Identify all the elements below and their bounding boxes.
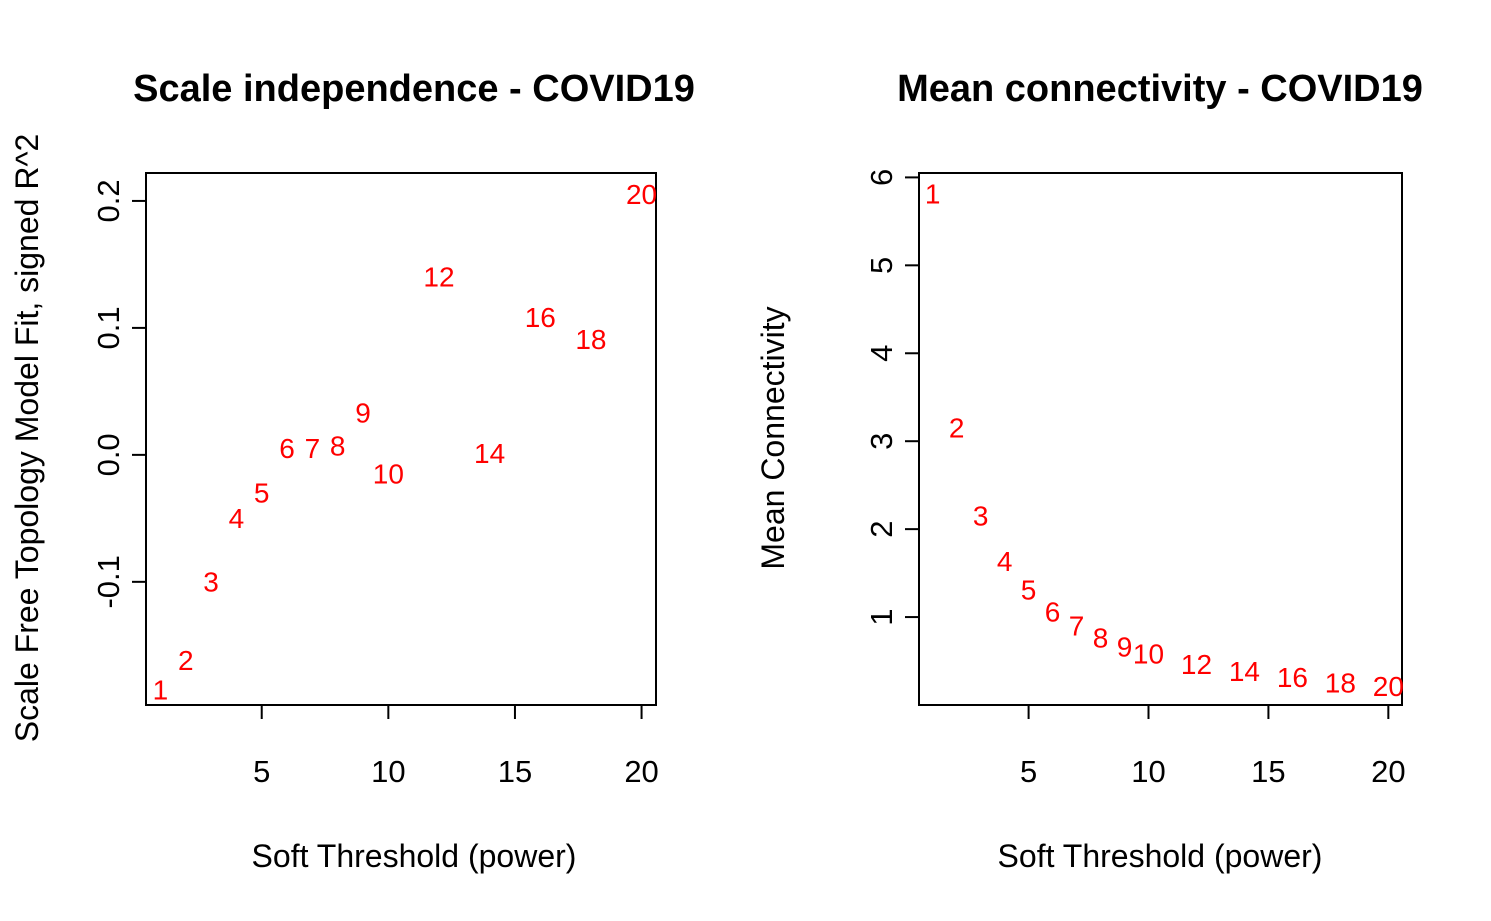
x-axis: 5 10 15 20 <box>253 704 659 789</box>
data-point-label: 18 <box>1325 668 1356 699</box>
data-point-label: 1 <box>153 674 169 705</box>
y-tick-label: -0.1 <box>91 555 126 608</box>
y-axis: -0.1 0.0 0.1 0.2 <box>91 179 147 609</box>
x-tick-label: 10 <box>371 754 405 789</box>
data-point-label: 1 <box>925 179 941 210</box>
data-point-label: 6 <box>279 433 295 464</box>
data-point-label: 7 <box>305 433 321 464</box>
x-tick-label: 10 <box>1131 754 1165 789</box>
data-point-label: 8 <box>1093 623 1109 654</box>
data-point-label: 20 <box>626 179 657 210</box>
data-point-label: 5 <box>1021 574 1037 605</box>
data-point-label: 2 <box>178 645 194 676</box>
x-tick-label: 20 <box>1371 754 1405 789</box>
data-point-label: 10 <box>1133 638 1164 669</box>
data-point-label: 8 <box>330 430 346 461</box>
y-tick-label: 5 <box>864 257 899 274</box>
data-point-label: 12 <box>1181 649 1212 680</box>
y-tick-label: 6 <box>864 169 899 186</box>
data-point-label: 18 <box>575 324 606 355</box>
data-point-label: 16 <box>1277 662 1308 693</box>
y-axis: 1 2 3 4 5 6 <box>864 169 920 626</box>
chart-title: Scale independence - COVID19 <box>133 68 695 110</box>
scale-independence-panel: Scale independence - COVID19 Soft Thresh… <box>9 68 695 874</box>
x-tick-label: 15 <box>498 754 532 789</box>
y-tick-label: 0.0 <box>91 433 126 476</box>
chart-title: Mean connectivity - COVID19 <box>897 68 1423 110</box>
data-point-label: 9 <box>355 397 371 428</box>
data-point-label: 14 <box>1229 656 1260 687</box>
data-point-label: 4 <box>997 546 1013 577</box>
x-tick-label: 15 <box>1251 754 1285 789</box>
x-tick-label: 5 <box>1020 754 1037 789</box>
data-point-label: 3 <box>973 500 989 531</box>
x-axis: 5 10 15 20 <box>1020 704 1406 789</box>
plot-frame <box>918 172 1403 706</box>
data-point-label: 9 <box>1117 631 1133 662</box>
data-point-label: 20 <box>1373 671 1404 702</box>
y-tick-label: 1 <box>864 608 899 625</box>
y-tick-label: 2 <box>864 521 899 538</box>
data-point-label: 5 <box>254 477 270 508</box>
x-axis-label: Soft Threshold (power) <box>998 838 1323 874</box>
data-point-label: 12 <box>423 262 454 293</box>
x-tick-label: 20 <box>624 754 658 789</box>
x-tick-label: 5 <box>253 754 270 789</box>
mean-connectivity-panel: Mean connectivity - COVID19 Soft Thresho… <box>755 68 1423 874</box>
data-point-label: 4 <box>229 503 245 534</box>
data-point-label: 10 <box>373 458 404 489</box>
plot-frame <box>145 172 657 706</box>
data-point-label: 7 <box>1069 610 1085 641</box>
x-axis-label: Soft Threshold (power) <box>252 838 577 874</box>
y-axis-label: Mean Connectivity <box>755 306 791 569</box>
data-point-label: 6 <box>1045 596 1061 627</box>
data-point-label: 3 <box>203 566 219 597</box>
data-point-label: 14 <box>474 438 505 469</box>
y-tick-label: 0.2 <box>91 179 126 222</box>
data-point-label: 16 <box>525 302 556 333</box>
y-axis-label: Scale Free Topology Model Fit, signed R^… <box>9 134 45 743</box>
y-tick-label: 3 <box>864 433 899 450</box>
y-tick-label: 4 <box>864 345 899 362</box>
data-point-label: 2 <box>949 413 965 444</box>
y-tick-label: 0.1 <box>91 306 126 349</box>
